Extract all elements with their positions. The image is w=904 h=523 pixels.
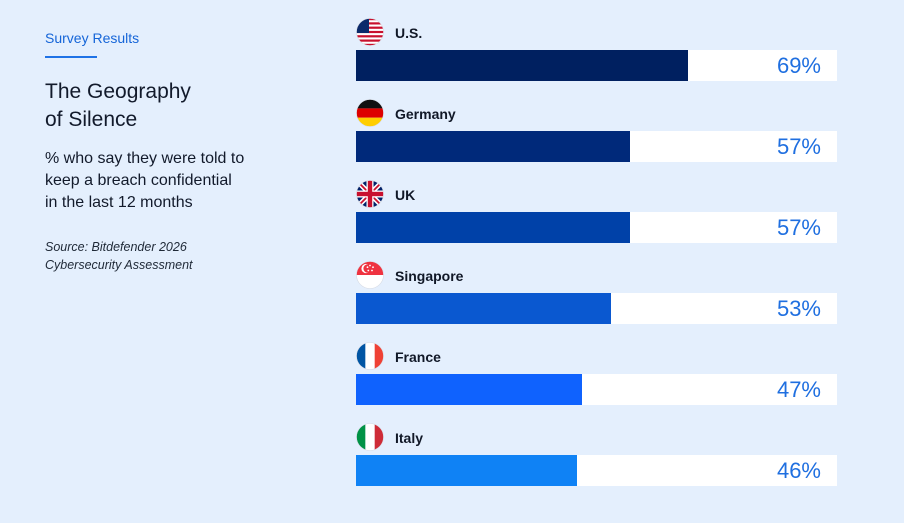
bar-track: 57%: [356, 212, 837, 243]
subtitle-line-2: keep a breach confidential: [45, 172, 232, 189]
italy-flag-icon: [356, 423, 384, 451]
value-label: 46%: [776, 458, 821, 483]
source-line-2: Cybersecurity Assessment: [45, 258, 193, 272]
bar-row: Italy 46%: [356, 423, 837, 493]
eyebrow-label: Survey Results: [45, 30, 140, 46]
us-flag-icon: [356, 18, 384, 46]
source-line-1: Source: Bitdefender 2026: [45, 240, 187, 254]
subtitle-line-1: % who say they were told to: [45, 150, 245, 167]
category-label: U.S.: [395, 25, 423, 41]
bar-row: U.S. 69%: [356, 18, 837, 88]
category-label: Germany: [395, 106, 456, 122]
bar-row: Singapore 53%: [356, 261, 837, 331]
bar: [356, 50, 688, 81]
value-label: 57%: [776, 134, 821, 159]
value-label: 57%: [776, 215, 821, 240]
bar-track: 57%: [356, 131, 837, 162]
category-label: France: [395, 349, 441, 365]
bar-track: 53%: [356, 293, 837, 324]
source-note: Source: Bitdefender 2026 Cybersecurity A…: [45, 238, 265, 274]
bar: [356, 374, 583, 405]
bar-row: Germany 57%: [356, 99, 837, 169]
title-line-2: of Silence: [45, 108, 138, 131]
value-label: 53%: [776, 296, 821, 321]
bar-row: UK 57%: [356, 180, 837, 250]
bar: [356, 293, 611, 324]
eyebrow-underline: [45, 56, 97, 58]
uk-flag-icon: [356, 180, 384, 208]
chart-subtitle: % who say they were told to keep a breac…: [45, 148, 295, 214]
value-label: 47%: [776, 377, 821, 402]
bar: [356, 131, 631, 162]
value-label: 69%: [776, 53, 821, 78]
france-flag-icon: [356, 342, 384, 370]
bar: [356, 455, 578, 486]
singapore-flag-icon: [356, 261, 384, 289]
bar-track: 46%: [356, 455, 837, 486]
bar: [356, 212, 631, 243]
bar-track: 69%: [356, 50, 837, 81]
bar-row: France 47%: [356, 342, 837, 412]
category-label: Singapore: [395, 268, 464, 284]
germany-flag-icon: [356, 99, 384, 127]
subtitle-line-3: in the last 12 months: [45, 194, 193, 211]
bar-track: 47%: [356, 374, 837, 405]
category-label: Italy: [395, 430, 424, 446]
category-label: UK: [395, 187, 416, 203]
chart-title: The Geography of Silence: [45, 78, 285, 134]
title-line-1: The Geography: [45, 80, 191, 103]
